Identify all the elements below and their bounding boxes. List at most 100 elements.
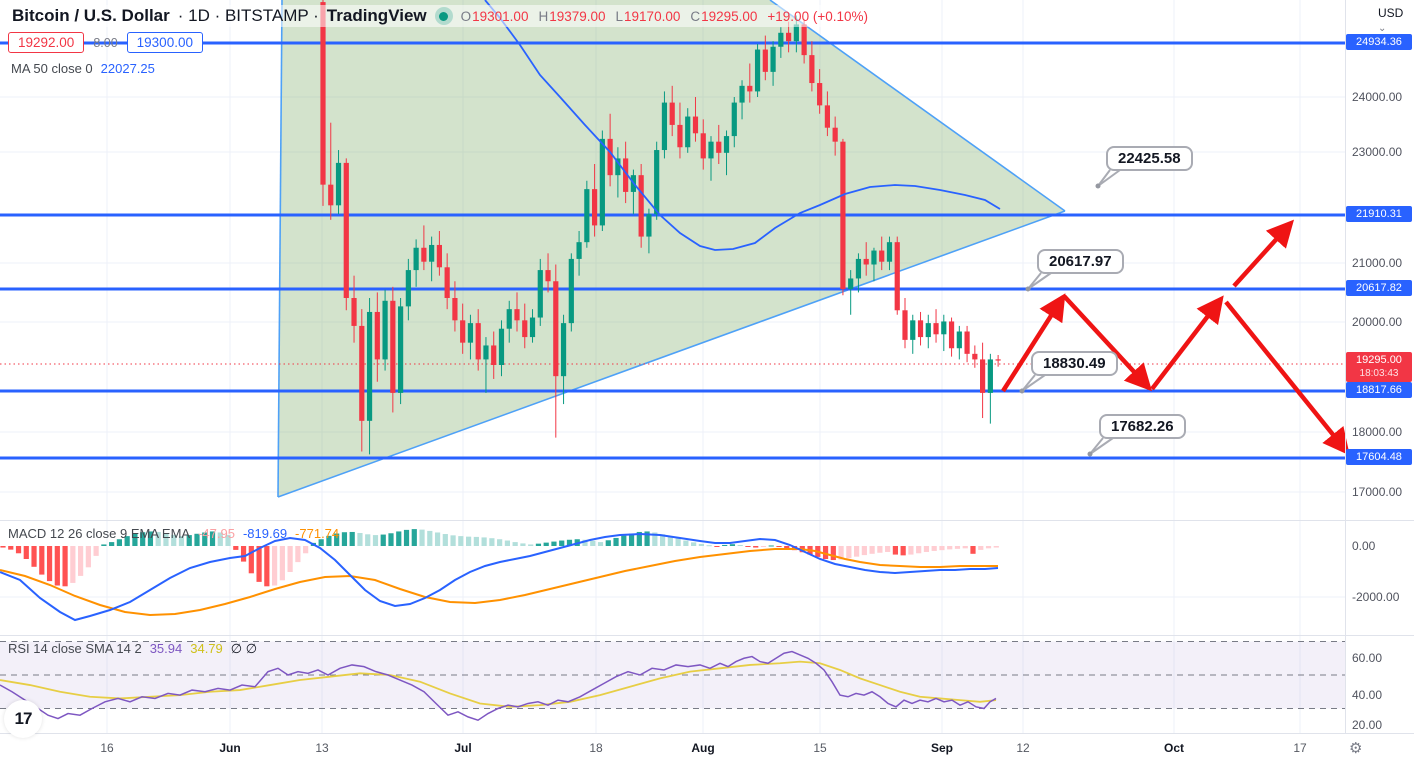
candle[interactable]	[731, 97, 737, 148]
candle[interactable]	[498, 320, 505, 377]
candle[interactable]	[529, 309, 536, 343]
candle[interactable]	[475, 309, 481, 371]
candle[interactable]	[413, 239, 419, 287]
market-status-icon[interactable]	[434, 7, 453, 25]
forecast-arrow[interactable]	[1150, 295, 1224, 391]
candle[interactable]	[483, 337, 489, 393]
candle[interactable]	[948, 317, 955, 357]
macd-signal-line[interactable]	[0, 548, 998, 617]
candle[interactable]	[754, 43, 761, 97]
macd-legend[interactable]: MACD 12 26 close 9 EMA EMA -47.95 -819.6…	[8, 526, 339, 541]
candle[interactable]	[840, 138, 846, 296]
candle[interactable]	[894, 236, 900, 315]
macd-panel-separator[interactable]	[0, 520, 1414, 521]
rsi-legend[interactable]: RSI 14 close SMA 14 2 35.94 34.79 ∅ ∅	[8, 641, 257, 657]
currency-selector[interactable]: USD ⌄	[1378, 6, 1404, 34]
candle[interactable]	[770, 41, 776, 86]
candle[interactable]	[444, 253, 450, 310]
symbol-title[interactable]: Bitcoin / U.S. Dollar	[12, 6, 170, 25]
candle[interactable]	[335, 150, 342, 215]
candle[interactable]	[568, 253, 574, 332]
candle[interactable]	[467, 314, 474, 360]
candle[interactable]	[661, 91, 668, 159]
rsi-panel-separator[interactable]	[0, 635, 1414, 636]
candle[interactable]	[824, 91, 830, 137]
candle[interactable]	[405, 258, 411, 321]
candle[interactable]	[514, 292, 520, 332]
candle[interactable]	[886, 236, 893, 271]
sell-button[interactable]: 19292.00	[8, 32, 85, 53]
candle[interactable]	[553, 264, 559, 438]
candle[interactable]	[879, 236, 885, 271]
candle[interactable]	[460, 303, 466, 354]
candle[interactable]	[925, 314, 931, 349]
time-axis-label[interactable]: Sep	[930, 741, 954, 755]
candle[interactable]	[716, 124, 722, 164]
triangle-edge[interactable]	[769, 0, 1066, 212]
forecast-arrow[interactable]	[1232, 219, 1295, 288]
candle[interactable]	[592, 164, 598, 237]
candle[interactable]	[429, 236, 435, 282]
candle[interactable]	[910, 314, 916, 354]
time-axis-label[interactable]: 13	[315, 741, 329, 755]
candle[interactable]	[817, 69, 823, 114]
tradingview-brand[interactable]: TradingView	[326, 6, 427, 25]
candle[interactable]	[809, 41, 815, 92]
candle[interactable]	[646, 208, 652, 254]
candle[interactable]	[917, 311, 924, 346]
price-callout-20617[interactable]: 20617.97	[1037, 249, 1124, 274]
time-axis-label[interactable]: 12	[1016, 741, 1030, 755]
candle[interactable]	[382, 289, 388, 371]
gear-icon[interactable]: ⚙	[1349, 740, 1363, 757]
candle[interactable]	[328, 122, 334, 220]
candle[interactable]	[980, 342, 986, 419]
candle[interactable]	[638, 164, 644, 248]
candle[interactable]	[692, 97, 699, 142]
candle[interactable]	[708, 136, 714, 181]
candle[interactable]	[848, 270, 854, 315]
candle[interactable]	[545, 253, 551, 293]
candle[interactable]	[700, 119, 706, 170]
candle[interactable]	[964, 325, 970, 363]
candle[interactable]	[654, 141, 660, 220]
macd-line[interactable]	[0, 532, 999, 622]
candle[interactable]	[685, 108, 691, 153]
candle[interactable]	[739, 80, 745, 120]
candle[interactable]	[669, 85, 675, 137]
price-callout-18830[interactable]: 18830.49	[1031, 351, 1118, 376]
candle[interactable]	[320, 0, 326, 206]
candle[interactable]	[987, 353, 993, 424]
time-axis-label[interactable]: 15	[813, 741, 827, 755]
triangle-pattern[interactable]	[278, 0, 1065, 497]
buy-button[interactable]: 19300.00	[126, 32, 203, 53]
rsi-sma-line[interactable]	[0, 660, 997, 708]
candle[interactable]	[436, 231, 442, 276]
candle[interactable]	[560, 314, 567, 405]
price-callout-17682[interactable]: 17682.26	[1099, 414, 1186, 439]
candle[interactable]	[421, 225, 427, 271]
rsi-line[interactable]	[0, 650, 997, 722]
candle[interactable]	[855, 253, 862, 293]
time-axis-label[interactable]: 17	[1293, 741, 1307, 755]
ma-legend[interactable]: MA 50 close 0 22027.25	[8, 61, 158, 76]
candle[interactable]	[506, 300, 512, 343]
candle[interactable]	[576, 231, 582, 276]
forecast-arrow[interactable]	[1001, 293, 1066, 393]
triangle-edge[interactable]	[277, 210, 1066, 498]
callout-anchor-dot[interactable]	[1087, 451, 1093, 457]
candle[interactable]	[374, 292, 380, 382]
time-axis-label[interactable]: Jul	[454, 741, 472, 755]
candle[interactable]	[863, 242, 869, 276]
candle[interactable]	[366, 298, 373, 455]
candle[interactable]	[902, 298, 908, 349]
candle[interactable]	[832, 116, 838, 156]
candle[interactable]	[537, 258, 543, 326]
callout-anchor-dot[interactable]	[1019, 388, 1025, 394]
triangle-edge[interactable]	[277, 0, 283, 498]
time-axis-label[interactable]: 18	[589, 741, 603, 755]
candle[interactable]	[941, 314, 947, 352]
callout-anchor-dot[interactable]	[1095, 183, 1101, 189]
candle[interactable]	[871, 247, 877, 282]
candle[interactable]	[390, 286, 396, 413]
price-callout-22425[interactable]: 22425.58	[1106, 146, 1193, 171]
